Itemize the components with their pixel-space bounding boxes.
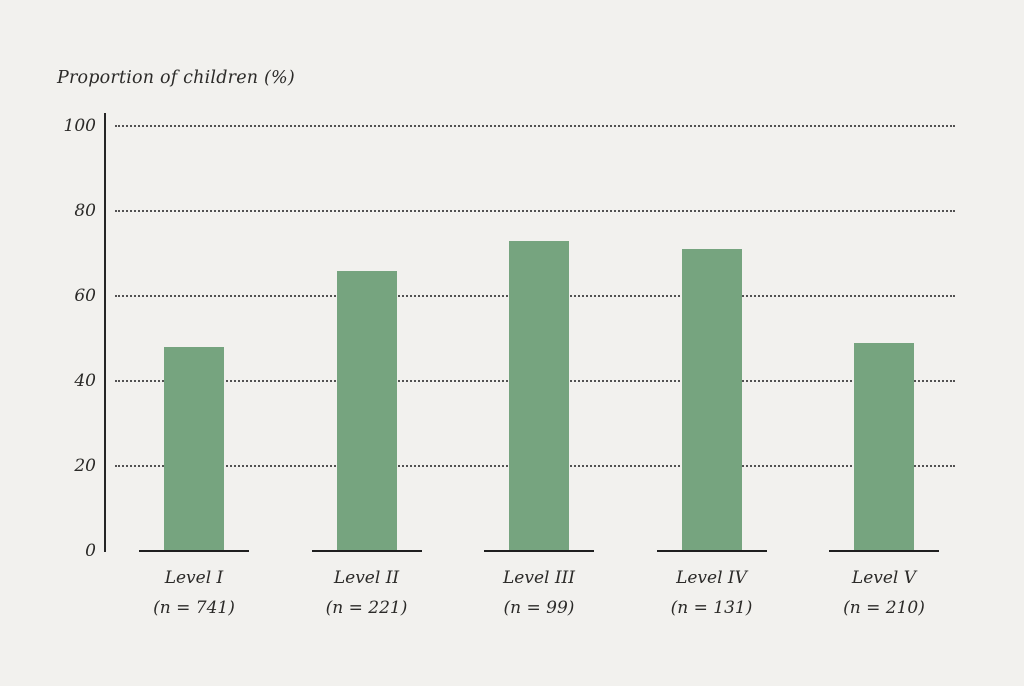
x-category-label: Level I	[164, 568, 224, 588]
x-category-label: Level V	[851, 568, 917, 588]
y-tick-label: 20	[74, 456, 96, 476]
bar	[681, 249, 742, 551]
y-axis-line	[104, 113, 106, 552]
sample-size-label: (n = 131)	[670, 598, 753, 618]
sample-size-label: (n = 99)	[503, 598, 575, 618]
bar	[509, 240, 569, 551]
y-tick-label: 100	[63, 116, 96, 136]
y-tick-label: 40	[74, 371, 96, 391]
bar	[854, 342, 914, 551]
bar-baseline	[311, 550, 422, 552]
bar-baseline	[829, 550, 939, 552]
x-category-label: Level III	[502, 568, 575, 588]
chart-title: Proportion of children (%)	[57, 68, 295, 88]
y-tick-label: 80	[74, 201, 96, 221]
sample-size-label: (n = 210)	[843, 598, 925, 618]
x-category-label: Level IV	[676, 568, 747, 588]
bar-baseline	[656, 550, 767, 552]
y-tick-label: 60	[74, 286, 96, 306]
sample-size-label: (n = 741)	[153, 598, 235, 618]
bar-baseline	[139, 550, 249, 552]
y-tick-label: 0	[85, 541, 96, 561]
bar	[336, 270, 397, 551]
bar	[164, 347, 224, 551]
sample-size-label: (n = 221)	[325, 598, 408, 618]
bar-baseline	[484, 550, 594, 552]
x-category-label: Level II	[333, 568, 400, 588]
gridline	[115, 125, 955, 127]
gridline	[115, 210, 955, 212]
